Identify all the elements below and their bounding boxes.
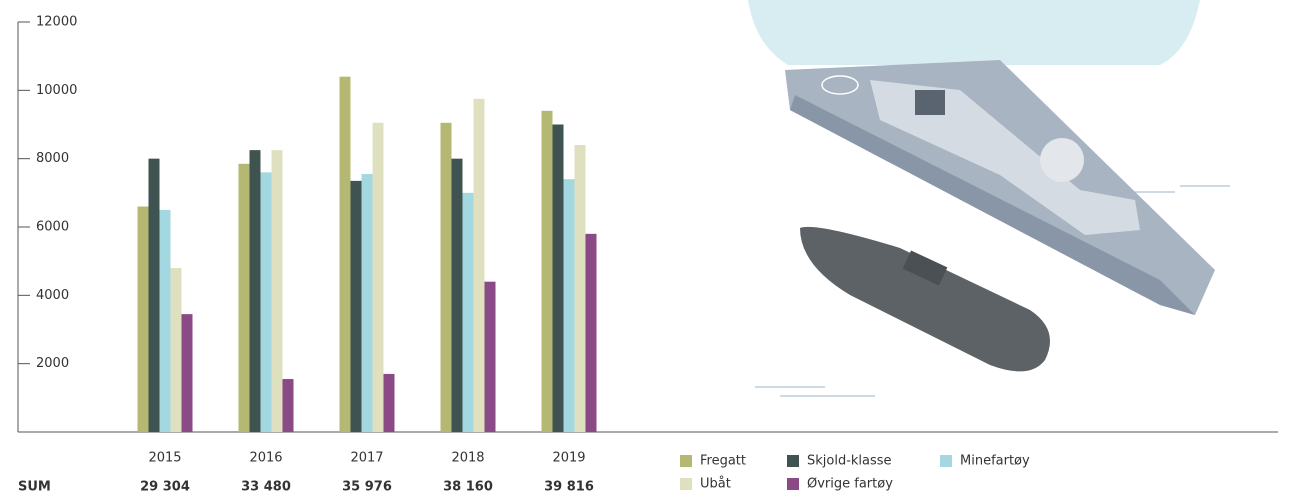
bar (249, 150, 261, 432)
bar (148, 158, 160, 432)
legend-label: Skjold-klasse (807, 454, 892, 469)
bar (170, 268, 182, 432)
bar (282, 379, 294, 432)
legend-swatch (680, 478, 692, 490)
waves (755, 185, 1230, 397)
legend-label: Minefartøy (960, 454, 1030, 469)
total-label: 33 480 (241, 480, 291, 495)
bar (361, 174, 373, 432)
legend-label: Fregatt (700, 454, 746, 469)
water-circle (748, 0, 1200, 65)
total-label: 29 304 (140, 480, 190, 495)
bar (574, 145, 586, 432)
bar (159, 209, 171, 432)
bar (271, 150, 283, 432)
mast (915, 90, 945, 115)
helipad (821, 75, 859, 95)
total-title: SUM (18, 480, 51, 495)
illustration (748, 0, 1230, 397)
legend-label: Øvrige fartøy (807, 477, 893, 492)
total-label: 39 816 (544, 480, 594, 495)
radar-dome (1040, 138, 1084, 182)
ship-side (790, 95, 1195, 315)
legend-swatch (940, 455, 952, 467)
x-tick-label: 2016 (249, 451, 282, 466)
legend-swatch (680, 455, 692, 467)
bar (260, 172, 272, 433)
legend-label: Ubåt (700, 477, 731, 492)
y-tick-label: 6000 (36, 220, 69, 235)
bar (339, 76, 351, 433)
bar (238, 163, 250, 432)
submarine (800, 226, 1050, 372)
legend-swatch (787, 455, 799, 467)
bar (484, 281, 496, 432)
y-tick-label: 2000 (36, 356, 69, 371)
x-tick-label: 2015 (148, 451, 181, 466)
x-tick-label: 2017 (350, 451, 383, 466)
bar (440, 122, 452, 433)
bar (541, 110, 553, 432)
bar (451, 158, 463, 432)
bar (372, 122, 384, 433)
sail (902, 250, 948, 286)
bar (585, 233, 597, 432)
bar (552, 124, 564, 432)
bar (383, 373, 395, 432)
bar (350, 180, 362, 432)
y-tick-label: 10000 (36, 83, 77, 98)
y-tick-label: 8000 (36, 151, 69, 166)
total-label: 38 160 (443, 480, 493, 495)
bar (181, 314, 193, 432)
total-label: 35 976 (342, 480, 392, 495)
x-tick-label: 2019 (552, 451, 585, 466)
ship-superstructure (870, 80, 1140, 235)
bar (473, 98, 485, 432)
legend-swatch (787, 478, 799, 490)
y-tick-label: 4000 (36, 288, 69, 303)
x-tick-label: 2018 (451, 451, 484, 466)
bar (563, 179, 575, 432)
bar (137, 206, 149, 432)
y-tick-label: 12000 (36, 15, 77, 30)
bar (462, 192, 474, 432)
